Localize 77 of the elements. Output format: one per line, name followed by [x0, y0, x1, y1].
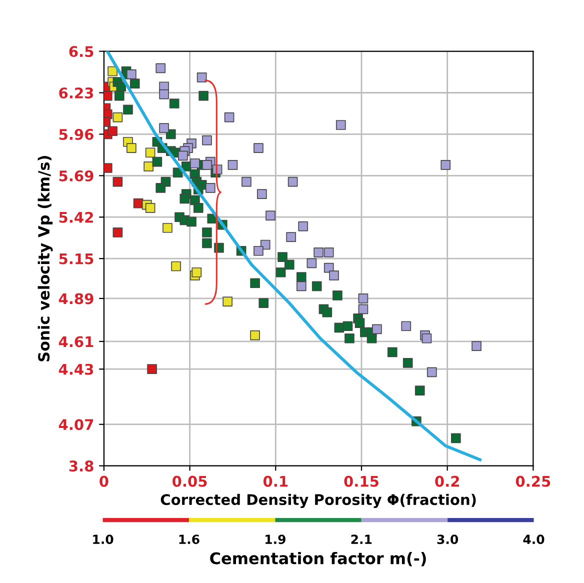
y-tick-label: 4.61	[58, 336, 94, 348]
y-tick-label: 5.15	[59, 253, 94, 264]
point	[126, 143, 136, 153]
point	[126, 69, 136, 80]
y-tick-label: 5.96	[59, 128, 94, 140]
y-tick-label: 4.89	[58, 293, 94, 304]
point	[192, 267, 202, 278]
point	[112, 228, 123, 238]
text: 3.0	[437, 534, 458, 544]
point	[329, 270, 339, 280]
y-axis-title: Sonic velocity Vp (km/s)	[38, 156, 53, 362]
point	[472, 341, 482, 351]
point	[250, 330, 260, 340]
y-tick-label: 6.23	[59, 87, 94, 99]
point	[358, 304, 368, 314]
point	[286, 232, 296, 242]
point	[422, 333, 432, 344]
point	[112, 176, 123, 187]
point	[104, 163, 112, 173]
y-tick-label: 4.43	[58, 364, 94, 375]
point	[266, 210, 276, 220]
point	[145, 148, 156, 158]
point	[147, 364, 157, 374]
point	[324, 248, 334, 258]
point	[228, 160, 238, 170]
x-tick-label: 0	[100, 476, 108, 487]
point	[108, 66, 118, 76]
point	[205, 183, 216, 193]
text: 1.9	[266, 534, 286, 544]
text: 2.1	[351, 534, 372, 544]
point	[171, 261, 181, 272]
point	[336, 120, 346, 130]
x-tick-label: 0.05	[172, 476, 207, 487]
y-tick-label: 3.8	[69, 460, 94, 472]
point	[426, 367, 437, 378]
x-tick-label: 0.15	[344, 476, 378, 487]
point	[254, 246, 264, 256]
text: 1.6	[179, 534, 200, 544]
point	[190, 158, 200, 168]
point	[145, 202, 156, 213]
point	[159, 89, 169, 100]
y-tick-label: 5.42	[59, 212, 93, 223]
y-tick-label: 4.07	[58, 419, 94, 430]
x-tick-label: 0.2	[435, 476, 459, 487]
point	[358, 294, 368, 304]
point	[104, 90, 112, 101]
point	[372, 324, 382, 334]
point	[242, 176, 252, 187]
point	[108, 126, 118, 136]
x-tick-label: 0.1	[263, 476, 288, 487]
y-tick-label: 6.5	[69, 46, 94, 58]
point	[288, 176, 298, 187]
point	[306, 258, 317, 268]
text: 4.0	[523, 534, 544, 544]
point	[296, 281, 306, 292]
text: 1.0	[93, 534, 114, 544]
point	[202, 160, 212, 170]
point	[222, 296, 232, 306]
x-tick-label: 0.25	[516, 476, 550, 487]
point	[159, 123, 169, 133]
point	[196, 72, 207, 82]
y-tick-label: 5.69	[59, 170, 94, 182]
point	[401, 321, 412, 332]
point	[178, 150, 188, 161]
point	[224, 112, 234, 122]
point	[202, 135, 212, 146]
point	[112, 112, 123, 122]
point	[162, 222, 172, 233]
text: Cementation factor m(-)	[210, 552, 426, 566]
point	[254, 143, 264, 153]
point	[156, 63, 166, 74]
point	[440, 160, 451, 170]
x-axis-title: Corrected Density Porosity Φ(fraction)	[160, 494, 476, 508]
point	[256, 189, 267, 199]
point	[144, 162, 154, 172]
point	[314, 248, 324, 258]
point	[298, 221, 308, 232]
